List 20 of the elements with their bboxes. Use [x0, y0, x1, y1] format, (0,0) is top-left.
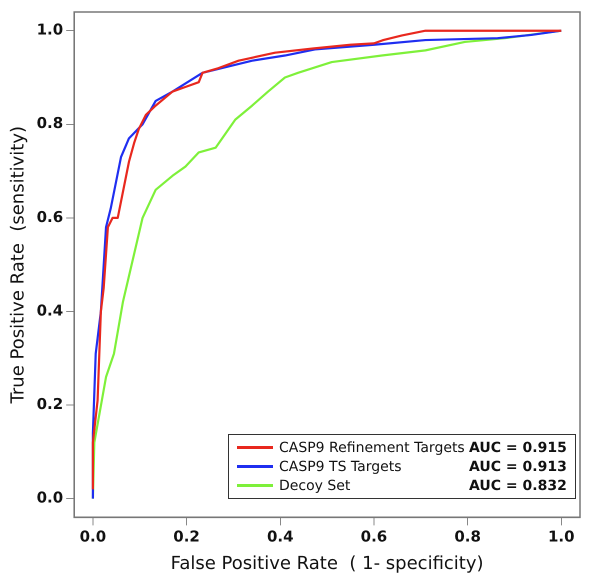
y-tick-label: 0.2: [36, 394, 64, 413]
x-tick-label: 0.2: [173, 527, 200, 546]
y-tick-label: 1.0: [36, 20, 64, 39]
y-tick-label: 0.4: [36, 301, 64, 320]
annotation: AUC = 0.913: [469, 458, 567, 475]
annotation: AUC = 0.915: [469, 440, 567, 456]
x-tick-label: 0.4: [266, 527, 294, 546]
x-axis-title: False Positive Rate ( 1- specificity): [170, 552, 484, 574]
y-axis-title: True Positive Rate (sensitivity): [7, 126, 28, 404]
x-tick-label: 1.0: [548, 527, 575, 546]
annotation: AUC = 0.832: [469, 478, 567, 494]
y-tick-label: 0.0: [36, 488, 64, 507]
x-tick-label: 0.0: [80, 527, 106, 546]
y-tick-label: 0.6: [36, 208, 64, 226]
x-tick-label: 0.8: [454, 527, 481, 546]
y-tick-label: 0.8: [36, 114, 64, 132]
legend-label: CASP9 TS Targets: [279, 458, 403, 475]
legend-label: Decoy Set: [279, 478, 352, 494]
x-tick-label: 0.6: [360, 527, 388, 546]
legend-label: CASP9 Refinement Targets: [279, 440, 466, 456]
